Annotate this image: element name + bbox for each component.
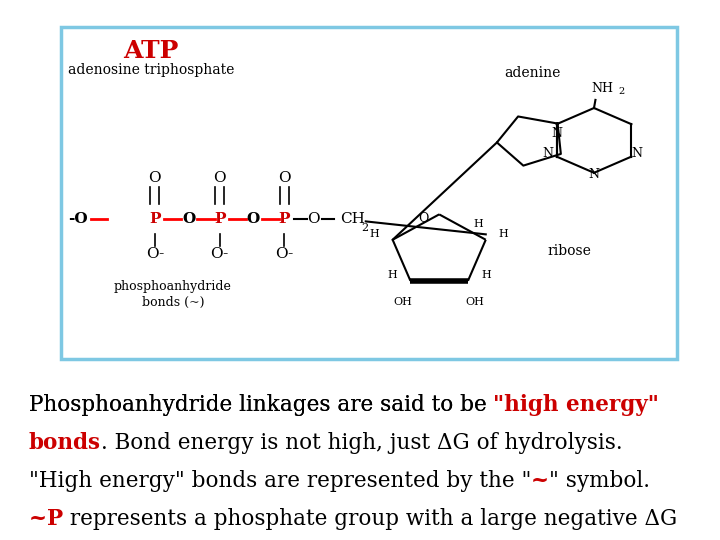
Text: P: P [149, 212, 161, 226]
Text: O: O [418, 212, 428, 226]
Text: N: N [631, 147, 642, 160]
Text: H: H [474, 219, 483, 228]
Text: Phosphoanhydride linkages are said to be: Phosphoanhydride linkages are said to be [29, 394, 493, 416]
Text: P: P [279, 212, 290, 226]
Text: P: P [47, 508, 63, 530]
Text: bonds (~): bonds (~) [142, 296, 204, 309]
Text: O: O [182, 212, 195, 226]
Text: 2: 2 [361, 224, 369, 233]
Text: Phosphoanhydride linkages are said to be: Phosphoanhydride linkages are said to be [29, 394, 493, 416]
Text: O: O [278, 171, 291, 185]
Text: " symbol.: " symbol. [549, 470, 650, 492]
Text: O-: O- [210, 247, 229, 261]
Text: N: N [588, 168, 600, 181]
Text: bonds: bonds [29, 432, 101, 454]
Text: ATP: ATP [124, 39, 179, 63]
Text: adenine: adenine [504, 66, 560, 80]
Text: N: N [543, 147, 554, 160]
Text: "High energy" bonds are represented by the ": "High energy" bonds are represented by t… [29, 470, 531, 492]
Text: O: O [307, 212, 320, 226]
Text: H: H [387, 271, 397, 280]
Text: ribose: ribose [547, 244, 591, 258]
Text: ~: ~ [531, 470, 549, 492]
Text: . Bond energy is not high, just ΔG of hydrolysis.: . Bond energy is not high, just ΔG of hy… [101, 432, 622, 454]
Text: O: O [213, 171, 226, 185]
Text: CH: CH [340, 212, 365, 226]
Text: H: H [499, 230, 508, 239]
Text: NH: NH [591, 82, 613, 94]
Text: represents a phosphate group with a large negative ΔG: represents a phosphate group with a larg… [63, 508, 678, 530]
Text: O-: O- [145, 247, 164, 261]
Text: -O: -O [68, 212, 88, 226]
FancyBboxPatch shape [61, 27, 677, 359]
Text: H: H [370, 230, 379, 239]
Text: OH: OH [394, 298, 413, 307]
Text: N: N [551, 127, 562, 140]
Text: "high energy": "high energy" [493, 394, 660, 416]
Text: O: O [247, 212, 260, 226]
Text: O-: O- [275, 247, 294, 261]
Text: H: H [481, 271, 491, 280]
Text: ~: ~ [29, 508, 47, 530]
Text: adenosine triphosphate: adenosine triphosphate [68, 63, 235, 77]
Text: O: O [148, 171, 161, 185]
Text: P: P [214, 212, 225, 226]
Text: phosphoanhydride: phosphoanhydride [114, 280, 232, 293]
Text: OH: OH [466, 298, 485, 307]
Text: 2: 2 [618, 87, 624, 96]
